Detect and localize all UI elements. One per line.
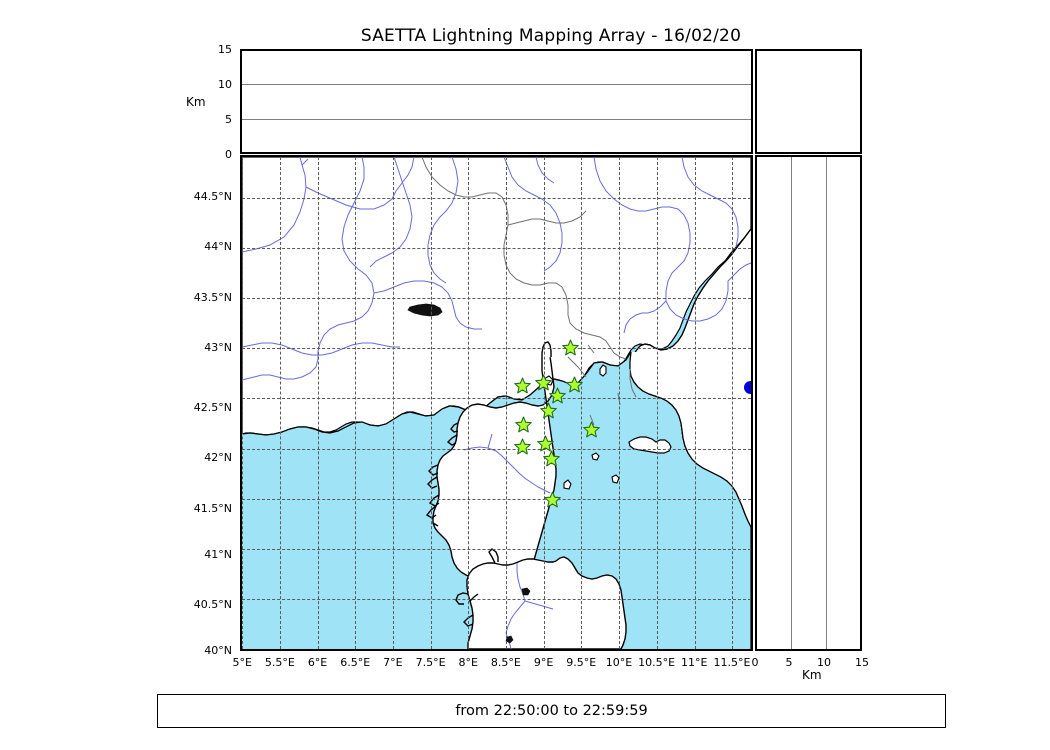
ytick-lat-41: 41°N bbox=[204, 548, 232, 561]
xtick-lon-10: 10°E bbox=[605, 656, 633, 669]
altitude-corner-panel bbox=[755, 49, 862, 154]
lma-station-marker bbox=[514, 438, 531, 455]
map-gridline-lon-11.5 bbox=[732, 157, 734, 649]
map-gridline-lat-40.5 bbox=[242, 599, 751, 601]
ytick-lat-40.5: 40.5°N bbox=[193, 598, 232, 611]
map-gridline-lat-41 bbox=[242, 548, 751, 550]
lma-station-marker bbox=[562, 339, 580, 356]
small-island-a bbox=[563, 479, 572, 490]
map-gridline-lon-10.5 bbox=[656, 157, 658, 649]
map-content bbox=[242, 157, 751, 649]
xtick-lon-7.5: 7.5°E bbox=[415, 656, 446, 669]
page-title: SAETTA Lightning Mapping Array - 16/02/2… bbox=[360, 26, 742, 46]
map-gridline-lat-44.5 bbox=[242, 197, 751, 199]
map-gridline-lat-43 bbox=[242, 348, 751, 350]
map-gridline-lat-42.5 bbox=[242, 398, 751, 400]
xtick-lon-10.5: 10.5°E bbox=[638, 656, 676, 669]
map-gridline-lon-8 bbox=[468, 157, 470, 649]
lake-north bbox=[407, 303, 443, 317]
gridline-kmright-10 bbox=[826, 157, 827, 649]
map-gridline-lat-41.5 bbox=[242, 498, 751, 500]
map-gridline-lon-10 bbox=[619, 157, 621, 649]
ytick-lat-43.5: 43.5°N bbox=[193, 291, 232, 304]
map-gridline-lon-7 bbox=[392, 157, 394, 649]
xtick-km-15: 15 bbox=[855, 656, 869, 669]
ytick-top-15: 15 bbox=[218, 43, 232, 56]
map-gridline-lon-6.5 bbox=[355, 157, 357, 649]
lma-station-marker bbox=[539, 401, 557, 419]
map-gridline-lat-42 bbox=[242, 448, 751, 450]
lma-station-marker bbox=[549, 387, 567, 404]
vhf-source-marker bbox=[743, 381, 751, 395]
xtick-lon-8.5: 8.5°E bbox=[490, 656, 521, 669]
xtick-lon-9: 9°E bbox=[533, 656, 554, 669]
ligurian-coast bbox=[630, 228, 751, 358]
tuscany-fill bbox=[630, 352, 751, 527]
ytick-lat-44: 44°N bbox=[204, 240, 232, 253]
corsica-rivers bbox=[464, 434, 551, 494]
xtick-km-0: 0 bbox=[751, 656, 759, 669]
ytick-lat-42.5: 42.5°N bbox=[193, 401, 232, 414]
xtick-km-10: 10 bbox=[817, 656, 831, 669]
ytick-lat-43: 43°N bbox=[204, 341, 232, 354]
xtick-km-5: 5 bbox=[785, 656, 793, 669]
map-gridline-lon-9.5 bbox=[581, 157, 583, 649]
corsica-island bbox=[432, 352, 557, 594]
lma-station-marker bbox=[535, 374, 552, 391]
ytick-lat-42: 42°N bbox=[204, 451, 232, 464]
ytick-lat-40: 40°N bbox=[204, 644, 232, 657]
time-range-caption: from 22:50:00 to 22:59:59 bbox=[157, 694, 946, 728]
map-gridline-lon-7.5 bbox=[430, 157, 432, 649]
tuscan-coast-line2 bbox=[629, 352, 751, 528]
xtick-lon-7: 7°E bbox=[383, 656, 403, 669]
ytick-lat-44.5: 44.5°N bbox=[193, 190, 232, 203]
political-borders bbox=[421, 157, 637, 398]
xtick-lon-6.5: 6.5°E bbox=[340, 656, 371, 669]
xtick-lon-6: 6°E bbox=[307, 656, 328, 669]
map-gridline-lon-5 bbox=[242, 157, 244, 649]
ytick-top-10: 10 bbox=[218, 78, 232, 91]
map-gridline-lat-43.5 bbox=[242, 297, 751, 299]
map-gridline-lon-6 bbox=[317, 157, 319, 649]
xtick-lon-5: 5°E bbox=[232, 656, 252, 669]
axis-label-km-vertical: Km bbox=[186, 95, 206, 109]
ytick-top-5: 5 bbox=[225, 113, 232, 126]
map-gridline-lon-11 bbox=[694, 157, 696, 649]
map-gridline-lat-44 bbox=[242, 247, 751, 249]
lma-station-marker bbox=[566, 376, 583, 393]
sardinia-lake bbox=[521, 587, 531, 596]
xtick-lon-11: 11°E bbox=[681, 656, 708, 669]
altitude-longitude-panel bbox=[240, 49, 753, 154]
river-network bbox=[242, 157, 751, 381]
pianosa-island bbox=[611, 474, 620, 484]
lma-station-marker bbox=[536, 435, 554, 452]
lma-station-marker bbox=[515, 416, 533, 433]
gorgona-island bbox=[591, 452, 600, 461]
map-gridline-lon-5.5 bbox=[279, 157, 281, 649]
lma-station-marker bbox=[582, 421, 600, 438]
xtick-lon-9.5: 9.5°E bbox=[566, 656, 597, 669]
ytick-lat-41.5: 41.5°N bbox=[193, 502, 232, 515]
ytick-top-0: 0 bbox=[225, 148, 232, 161]
gridline-alt-5 bbox=[242, 119, 751, 120]
xtick-lon-11.5: 11.5°E bbox=[713, 656, 751, 669]
capraia-island bbox=[599, 364, 607, 377]
axis-label-km-horizontal: Km bbox=[802, 668, 822, 682]
corsica-west-detail bbox=[426, 422, 459, 527]
xtick-lon-5.5: 5.5°E bbox=[264, 656, 295, 669]
map-gridline-lon-8.5 bbox=[506, 157, 508, 649]
lma-station-marker bbox=[544, 491, 561, 508]
xtick-lon-8: 8°E bbox=[458, 656, 478, 669]
lma-station-marker bbox=[542, 450, 560, 467]
map-gridline-lon-9 bbox=[543, 157, 545, 649]
gridline-kmright-5 bbox=[791, 157, 792, 649]
lma-station-marker bbox=[514, 377, 531, 394]
gridline-alt-10 bbox=[242, 84, 751, 85]
latitude-altitude-panel bbox=[755, 155, 862, 651]
